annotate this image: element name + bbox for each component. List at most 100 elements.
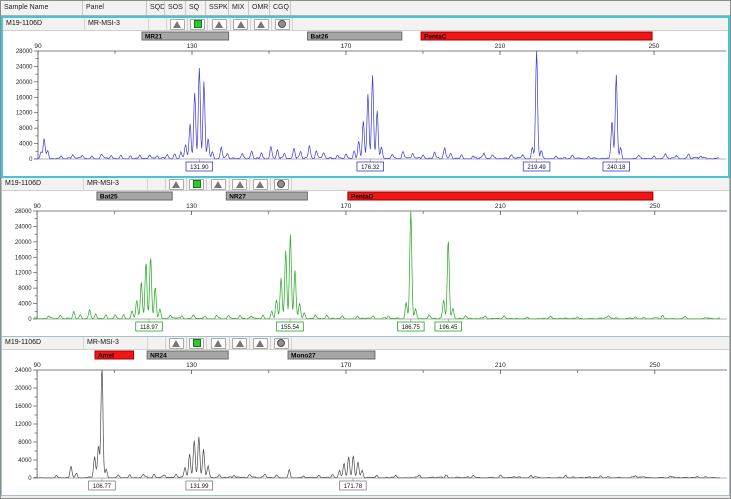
- quality-flag-sos[interactable]: [167, 18, 188, 30]
- flag-box[interactable]: [274, 18, 290, 30]
- panel-name-cell[interactable]: MR-MSI-3: [85, 18, 149, 30]
- flag-box[interactable]: [210, 178, 226, 190]
- column-header-sample-name[interactable]: Sample Name: [1, 1, 83, 15]
- peak-size-label-box[interactable]: [434, 321, 462, 332]
- flag-box[interactable]: [232, 337, 247, 349]
- y-tick-label: 20000: [16, 80, 33, 86]
- quality-flag-sq[interactable]: [187, 178, 207, 190]
- flag-box[interactable]: [190, 18, 205, 30]
- flag-box[interactable]: [210, 337, 226, 349]
- flag-box[interactable]: [211, 18, 227, 30]
- panel-name-cell[interactable]: MR-MSI-3: [84, 178, 148, 190]
- peak-size-label-box[interactable]: [135, 321, 163, 332]
- triangle-icon: [172, 339, 180, 347]
- quality-flag-cells: [148, 337, 292, 349]
- green-square-icon: [192, 180, 201, 188]
- y-tick-label: 16000: [16, 95, 33, 101]
- electropherogram-chart: Bat25 NR27 PentaD 90 130 170 210 250 0 4000 8000 12…: [2, 191, 729, 336]
- x-tick-label: 250: [649, 362, 660, 369]
- flag-box[interactable]: [252, 178, 268, 190]
- column-header-cgq[interactable]: CGQ: [270, 1, 291, 15]
- marker-bar-pentad[interactable]: [347, 191, 654, 201]
- marker-bar-amel[interactable]: [94, 350, 135, 360]
- flag-box[interactable]: [189, 178, 204, 190]
- sample-info-row[interactable]: M19-1106D MR-MSI-3: [3, 18, 728, 31]
- column-header-sspk[interactable]: SSPK: [206, 1, 229, 15]
- panel-name-cell[interactable]: MR-MSI-3: [84, 337, 148, 349]
- marker-bar-mono27[interactable]: [287, 350, 376, 360]
- sample-panel[interactable]: M19-1106D MR-MSI-3 Amel NR24 Mono27 90 130 17…: [1, 337, 730, 496]
- peak-size-label: 186.75: [402, 325, 421, 331]
- quality-flag-sq[interactable]: [188, 18, 208, 30]
- quality-flag-omr[interactable]: [251, 18, 272, 30]
- quality-flag-omr[interactable]: [250, 337, 271, 349]
- peak-size-label-box[interactable]: [522, 161, 551, 172]
- quality-flag-cgq[interactable]: [271, 337, 292, 349]
- x-tick-label: 250: [649, 203, 660, 210]
- flag-box[interactable]: [273, 337, 289, 349]
- column-header-mix[interactable]: MIX: [229, 1, 249, 15]
- marker-bar-bat25[interactable]: [96, 191, 173, 201]
- marker-bar-nr24[interactable]: [146, 350, 229, 360]
- quality-flag-sos[interactable]: [166, 178, 187, 190]
- peak-size-label: 118.97: [140, 325, 159, 331]
- marker-bar-mr21[interactable]: [141, 31, 230, 41]
- peak-size-label-box[interactable]: [276, 321, 304, 332]
- flag-box[interactable]: [273, 178, 289, 190]
- quality-flag-sq[interactable]: [187, 337, 207, 349]
- sample-name-cell[interactable]: M19-1106D: [2, 178, 84, 190]
- column-header-sq[interactable]: SQ: [186, 1, 206, 15]
- peak-size-label-box[interactable]: [185, 480, 213, 491]
- peak-size-label-box[interactable]: [602, 161, 630, 172]
- flag-box[interactable]: [168, 178, 184, 190]
- y-tick-label: 4000: [18, 458, 32, 464]
- triangle-icon: [256, 180, 264, 188]
- marker-label: PentaC: [424, 34, 447, 41]
- sample-name-cell[interactable]: M19-1106D: [3, 18, 85, 30]
- marker-bar-pentac[interactable]: [420, 31, 653, 41]
- quality-flag-omr[interactable]: [250, 178, 271, 190]
- quality-flag-sspk[interactable]: [207, 178, 230, 190]
- quality-flag-mix[interactable]: [230, 178, 250, 190]
- sample-panel[interactable]: M19-1106D MR-MSI-3 MR21 Bat26 PentaC 90 130 1…: [1, 16, 730, 178]
- column-header-filler: [291, 1, 730, 15]
- info-row-filler: [292, 178, 729, 190]
- quality-flag-mix[interactable]: [230, 337, 250, 349]
- column-header-sqd[interactable]: SQD: [147, 1, 165, 15]
- y-tick-label: 28000: [15, 209, 32, 215]
- quality-flag-sos[interactable]: [166, 337, 187, 349]
- flag-box[interactable]: [189, 337, 204, 349]
- flag-box[interactable]: [168, 337, 184, 349]
- flag-box[interactable]: [233, 18, 248, 30]
- flag-box[interactable]: [252, 337, 268, 349]
- x-tick-label: 130: [186, 203, 197, 210]
- quality-flag-cells: [148, 178, 292, 190]
- sample-panel[interactable]: M19-1106D MR-MSI-3 Bat25 NR27 PentaD 90 130 1…: [1, 178, 730, 337]
- flag-box[interactable]: [169, 18, 185, 30]
- marker-bar-nr27[interactable]: [225, 191, 308, 201]
- peak-size-label: 131.99: [190, 484, 209, 490]
- quality-flag-cgq[interactable]: [272, 18, 293, 30]
- sample-info-row[interactable]: M19-1106D MR-MSI-3: [2, 178, 729, 191]
- sample-info-row[interactable]: M19-1106D MR-MSI-3: [2, 337, 729, 350]
- triangle-icon: [214, 339, 222, 347]
- y-tick-label: 8000: [19, 126, 33, 132]
- marker-label: NR24: [150, 353, 167, 360]
- flag-box[interactable]: [253, 18, 269, 30]
- column-header-omr[interactable]: OMR: [249, 1, 270, 15]
- column-header-sos[interactable]: SOS: [165, 1, 186, 15]
- quality-flag-sspk[interactable]: [208, 18, 231, 30]
- triangle-icon: [172, 180, 180, 188]
- peak-size-label-box[interactable]: [397, 321, 425, 332]
- quality-flag-mix[interactable]: [231, 18, 251, 30]
- peak-size-label-box[interactable]: [185, 161, 214, 172]
- quality-flag-cgq[interactable]: [271, 178, 292, 190]
- quality-flag-sspk[interactable]: [207, 337, 230, 349]
- peak-size-label-box[interactable]: [88, 480, 116, 491]
- peak-size-label-box[interactable]: [339, 480, 367, 491]
- peak-size-label-box[interactable]: [356, 161, 384, 172]
- sample-name-cell[interactable]: M19-1106D: [2, 337, 84, 349]
- marker-bar-bat26[interactable]: [307, 31, 403, 41]
- column-header-panel[interactable]: Panel: [83, 1, 147, 15]
- flag-box[interactable]: [232, 178, 247, 190]
